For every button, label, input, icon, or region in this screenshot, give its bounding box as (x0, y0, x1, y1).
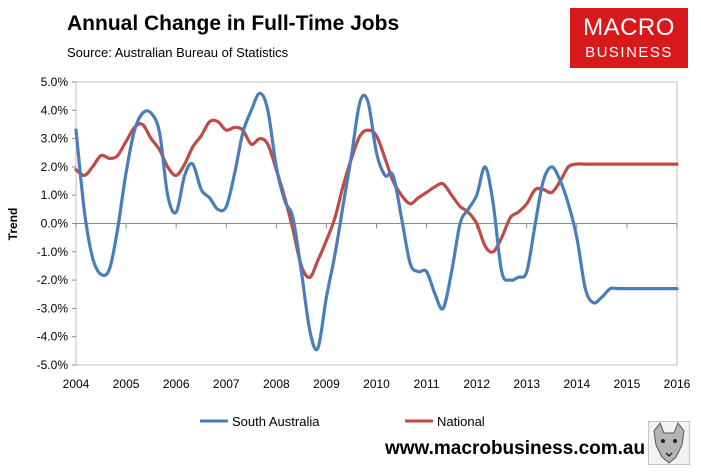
chart-legend: South Australia National (200, 414, 485, 429)
x-tick-label: 2012 (463, 377, 490, 391)
chart-series (74, 91, 679, 352)
y-axis-label: Trend (6, 208, 20, 241)
y-tick-label: 5.0% (41, 75, 69, 89)
series-line-national (74, 118, 679, 279)
chart-source: Source: Australian Bureau of Statistics (67, 45, 289, 60)
y-tick-label: 0.0% (41, 217, 69, 231)
wolf-logo-icon (648, 421, 690, 465)
x-tick-label: 2010 (363, 377, 390, 391)
y-tick-label: 4.0% (41, 103, 69, 117)
x-tick-label: 2007 (213, 377, 240, 391)
y-tick-label: -3.0% (37, 301, 69, 315)
y-tick-label: -1.0% (37, 245, 69, 259)
y-tick-label: 3.0% (41, 132, 69, 146)
footer-url: www.macrobusiness.com.au (385, 438, 646, 459)
y-tick-label: 2.0% (41, 160, 69, 174)
chart-title: Annual Change in Full-Time Jobs (67, 12, 400, 35)
x-tick-label: 2008 (263, 377, 290, 391)
x-tick-label: 2005 (113, 377, 140, 391)
y-tick-label: -2.0% (37, 273, 69, 287)
x-tick-label: 2016 (664, 377, 691, 391)
x-tick-label: 2014 (563, 377, 590, 391)
x-tick-label: 2015 (614, 377, 641, 391)
x-tick-label: 2011 (414, 377, 440, 391)
legend-label-south-australia: South Australia (232, 414, 320, 429)
y-tick-label: -4.0% (37, 330, 69, 344)
y-tick-label: 1.0% (41, 188, 69, 202)
x-tick-label: 2004 (63, 377, 90, 391)
series-line-south-australia (74, 91, 679, 352)
macrobusiness-logo: MACRO BUSINESS (570, 8, 688, 68)
axis-ticks: 5.0% 4.0% 3.0% 2.0% 1.0% 0.0% -1.0% -2.0% -3.0% -… (37, 75, 691, 391)
logo-line-2: BUSINESS (585, 44, 673, 61)
legend-label-national: National (437, 414, 485, 429)
y-tick-label: -5.0% (37, 358, 69, 372)
x-tick-label: 2006 (163, 377, 190, 391)
logo-line-1: MACRO (583, 14, 675, 41)
x-tick-label: 2009 (313, 377, 340, 391)
x-tick-label: 2013 (513, 377, 540, 391)
